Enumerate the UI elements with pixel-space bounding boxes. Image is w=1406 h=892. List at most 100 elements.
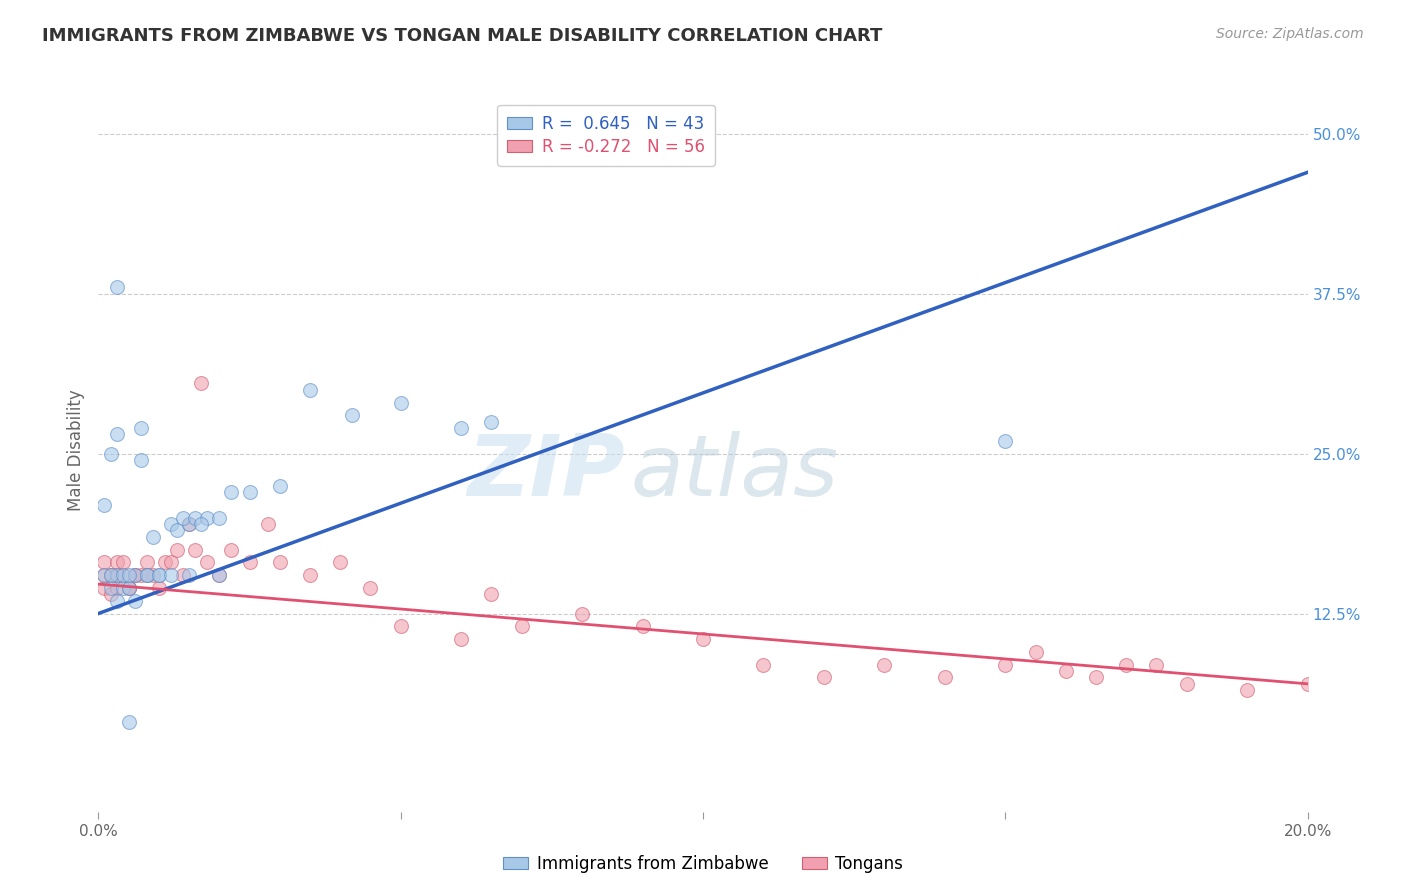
Point bbox=[299, 568, 322, 582]
Point bbox=[93, 581, 115, 595]
Point bbox=[221, 485, 243, 500]
Point bbox=[631, 619, 654, 633]
Point bbox=[256, 516, 278, 531]
Point bbox=[124, 593, 146, 607]
Point bbox=[208, 568, 231, 582]
Point bbox=[481, 415, 503, 429]
Point bbox=[160, 555, 183, 569]
Point bbox=[105, 568, 128, 582]
Point bbox=[1296, 677, 1319, 691]
Point bbox=[179, 516, 201, 531]
Point bbox=[172, 568, 194, 582]
Point bbox=[184, 542, 207, 557]
Point bbox=[934, 670, 956, 684]
Point bbox=[148, 568, 170, 582]
Point bbox=[142, 568, 165, 582]
Point bbox=[1236, 683, 1258, 698]
Point bbox=[105, 555, 128, 569]
Point bbox=[208, 568, 231, 582]
Point bbox=[105, 427, 128, 442]
Point bbox=[118, 581, 141, 595]
Point bbox=[510, 619, 533, 633]
Point bbox=[160, 568, 183, 582]
Point bbox=[389, 395, 412, 409]
Point bbox=[166, 524, 188, 538]
Point bbox=[1144, 657, 1167, 672]
Point bbox=[124, 568, 146, 582]
Point bbox=[111, 555, 134, 569]
Legend: R =  0.645   N = 43, R = -0.272   N = 56: R = 0.645 N = 43, R = -0.272 N = 56 bbox=[498, 104, 716, 166]
Point bbox=[148, 581, 170, 595]
Point bbox=[100, 568, 122, 582]
Point bbox=[389, 619, 412, 633]
Text: Source: ZipAtlas.com: Source: ZipAtlas.com bbox=[1216, 27, 1364, 41]
Point bbox=[172, 510, 194, 524]
Point bbox=[135, 568, 157, 582]
Point bbox=[124, 568, 146, 582]
Point bbox=[135, 555, 157, 569]
Point bbox=[153, 555, 176, 569]
Point bbox=[142, 530, 165, 544]
Point bbox=[100, 568, 122, 582]
Point bbox=[1024, 645, 1046, 659]
Point bbox=[100, 568, 122, 582]
Point bbox=[118, 715, 141, 730]
Point bbox=[481, 587, 503, 601]
Point bbox=[105, 280, 128, 294]
Point bbox=[752, 657, 775, 672]
Point bbox=[1115, 657, 1137, 672]
Point bbox=[239, 485, 262, 500]
Point bbox=[118, 581, 141, 595]
Point bbox=[129, 568, 152, 582]
Point bbox=[450, 632, 472, 646]
Point bbox=[299, 383, 322, 397]
Text: ZIP: ZIP bbox=[467, 431, 624, 514]
Point bbox=[179, 516, 201, 531]
Point bbox=[342, 409, 364, 423]
Point bbox=[148, 568, 170, 582]
Point bbox=[100, 581, 122, 595]
Text: IMMIGRANTS FROM ZIMBABWE VS TONGAN MALE DISABILITY CORRELATION CHART: IMMIGRANTS FROM ZIMBABWE VS TONGAN MALE … bbox=[42, 27, 883, 45]
Point bbox=[179, 568, 201, 582]
Point bbox=[360, 581, 382, 595]
Point bbox=[571, 607, 593, 621]
Point bbox=[100, 587, 122, 601]
Point bbox=[93, 568, 115, 582]
Point bbox=[450, 421, 472, 435]
Point bbox=[239, 555, 262, 569]
Point bbox=[1085, 670, 1108, 684]
Point bbox=[111, 568, 134, 582]
Point bbox=[269, 478, 291, 492]
Y-axis label: Male Disability: Male Disability bbox=[66, 390, 84, 511]
Point bbox=[208, 510, 231, 524]
Point bbox=[160, 516, 183, 531]
Point bbox=[269, 555, 291, 569]
Point bbox=[105, 593, 128, 607]
Point bbox=[184, 510, 207, 524]
Point bbox=[111, 581, 134, 595]
Point bbox=[105, 581, 128, 595]
Point bbox=[93, 498, 115, 512]
Point bbox=[124, 568, 146, 582]
Point bbox=[105, 568, 128, 582]
Text: atlas: atlas bbox=[630, 431, 838, 514]
Point bbox=[93, 555, 115, 569]
Point bbox=[135, 568, 157, 582]
Point bbox=[195, 555, 218, 569]
Point bbox=[190, 376, 212, 391]
Point bbox=[329, 555, 352, 569]
Point bbox=[118, 581, 141, 595]
Point bbox=[994, 657, 1017, 672]
Point bbox=[873, 657, 896, 672]
Point bbox=[118, 568, 141, 582]
Point bbox=[813, 670, 835, 684]
Point bbox=[100, 447, 122, 461]
Point bbox=[1175, 677, 1198, 691]
Point bbox=[129, 421, 152, 435]
Point bbox=[692, 632, 714, 646]
Point bbox=[195, 510, 218, 524]
Legend: Immigrants from Zimbabwe, Tongans: Immigrants from Zimbabwe, Tongans bbox=[496, 848, 910, 880]
Point bbox=[166, 542, 188, 557]
Point bbox=[190, 516, 212, 531]
Point bbox=[93, 568, 115, 582]
